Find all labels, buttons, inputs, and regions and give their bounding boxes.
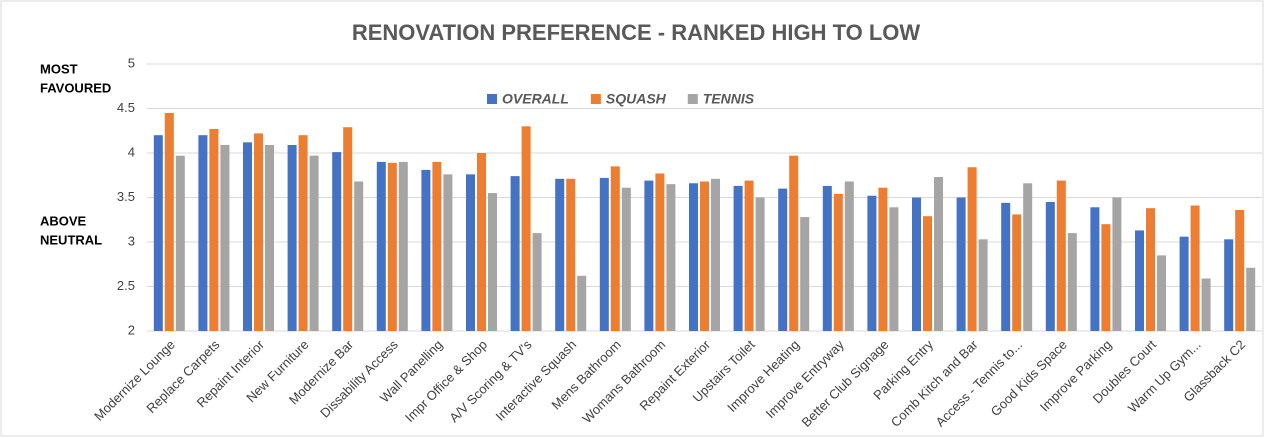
y-tick-label: 3.5 [117, 189, 135, 204]
bar [1023, 183, 1033, 331]
bar [521, 126, 531, 331]
bar [644, 180, 654, 331]
bar [822, 185, 832, 331]
bar [309, 155, 319, 331]
bar [387, 162, 397, 331]
bar [265, 144, 274, 331]
bar [175, 155, 185, 331]
bar [599, 177, 609, 331]
legend-swatch [687, 94, 698, 104]
bar [733, 185, 743, 331]
bar [1012, 214, 1022, 331]
bar [1101, 224, 1111, 331]
bar [655, 173, 665, 331]
legend-label: OVERALL [502, 91, 569, 107]
bar [1112, 197, 1122, 331]
bar [443, 174, 453, 331]
bar [298, 135, 308, 331]
chart-title: RENOVATION PREFERENCE - RANKED HIGH TO L… [352, 20, 921, 45]
bar [1224, 239, 1234, 331]
bar [432, 161, 442, 331]
bar [477, 153, 486, 331]
legend-swatch [590, 94, 601, 104]
y-tick-label: 4 [128, 144, 135, 159]
annotation: ABOVE [40, 213, 87, 228]
bar [700, 181, 709, 331]
bar [1190, 205, 1200, 331]
annotation: NEUTRAL [40, 232, 102, 247]
bar [421, 169, 431, 331]
y-tick-label: 5 [128, 55, 135, 70]
bar [577, 275, 587, 331]
bar [254, 133, 263, 331]
y-tick-label: 2.5 [117, 278, 135, 293]
y-tick-label: 3 [128, 233, 135, 248]
bar [1201, 278, 1211, 331]
bar [1067, 233, 1077, 331]
bar [354, 181, 364, 331]
bar [343, 127, 353, 331]
bar [610, 166, 620, 331]
annotation: FAVOURED [40, 80, 111, 95]
bar [566, 178, 576, 331]
bar [744, 180, 754, 331]
bar [555, 178, 565, 331]
bar [1146, 208, 1155, 331]
bar [220, 144, 230, 331]
y-tick-label: 2 [128, 322, 135, 337]
bar [287, 144, 297, 331]
bar [689, 183, 698, 331]
bar [1001, 202, 1011, 331]
legend-swatch [487, 94, 497, 104]
bar [1090, 207, 1100, 331]
bar [532, 233, 542, 331]
bar [243, 142, 252, 331]
bar [488, 193, 497, 331]
bar [923, 216, 932, 331]
bar [844, 181, 854, 331]
legend-label: TENNIS [703, 91, 755, 107]
bar [1179, 236, 1189, 331]
bar [789, 155, 799, 331]
bar [332, 152, 342, 331]
bar [934, 177, 943, 331]
bar [800, 217, 810, 331]
bar [1246, 267, 1256, 331]
bar [755, 197, 765, 331]
bar [198, 135, 208, 331]
bar [889, 207, 899, 331]
bar [1045, 201, 1055, 331]
bar [956, 197, 966, 331]
bar [164, 112, 174, 331]
bar [912, 197, 921, 331]
bar [209, 128, 219, 331]
bar [398, 161, 408, 331]
bar [978, 239, 988, 331]
bar [711, 178, 720, 331]
bar [621, 187, 631, 331]
bar [867, 195, 877, 331]
bar [967, 167, 977, 331]
annotation: MOST [40, 61, 78, 76]
bar [153, 135, 163, 331]
bar [878, 187, 888, 331]
bar [376, 161, 386, 331]
bar [778, 188, 788, 331]
legend-label: SQUASH [606, 91, 667, 107]
bar [666, 184, 676, 331]
y-tick-label: 4.5 [117, 100, 135, 115]
bar [1135, 230, 1144, 331]
bar [510, 176, 520, 331]
bar [466, 174, 475, 331]
bar [1056, 180, 1066, 331]
bar [833, 193, 843, 331]
bar [1235, 209, 1245, 331]
bar [1157, 255, 1166, 331]
